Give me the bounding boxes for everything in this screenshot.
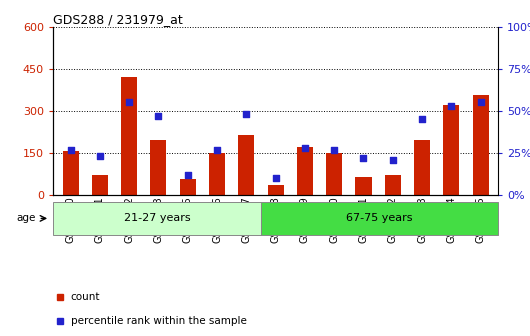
Bar bbox=[443, 105, 460, 195]
Point bbox=[66, 147, 75, 152]
Bar bbox=[238, 135, 254, 195]
Bar bbox=[121, 77, 137, 195]
Point bbox=[213, 147, 221, 152]
Point bbox=[418, 117, 426, 122]
Point bbox=[125, 100, 134, 105]
Bar bbox=[53, 202, 261, 235]
Bar bbox=[473, 95, 489, 195]
Bar bbox=[297, 147, 313, 195]
Bar bbox=[63, 152, 78, 195]
Bar bbox=[356, 177, 372, 195]
Bar bbox=[180, 179, 196, 195]
Point bbox=[183, 172, 192, 177]
Point bbox=[330, 147, 339, 152]
Point bbox=[388, 157, 397, 162]
Point bbox=[271, 175, 280, 181]
Point bbox=[95, 154, 104, 159]
Bar bbox=[92, 175, 108, 195]
Text: percentile rank within the sample: percentile rank within the sample bbox=[71, 316, 246, 326]
Text: age: age bbox=[16, 213, 36, 223]
Bar bbox=[326, 153, 342, 195]
Point bbox=[447, 103, 456, 109]
Point bbox=[242, 112, 251, 117]
Point bbox=[476, 100, 485, 105]
Bar bbox=[209, 153, 225, 195]
Bar bbox=[261, 202, 498, 235]
Point bbox=[359, 155, 368, 161]
Bar bbox=[268, 185, 284, 195]
Bar bbox=[151, 140, 166, 195]
Point bbox=[154, 113, 163, 119]
Text: count: count bbox=[71, 292, 100, 302]
Text: 21-27 years: 21-27 years bbox=[123, 213, 190, 223]
Point bbox=[301, 145, 309, 151]
Text: 67-75 years: 67-75 years bbox=[346, 213, 413, 223]
Text: GDS288 / 231979_at: GDS288 / 231979_at bbox=[53, 13, 183, 26]
Bar bbox=[414, 140, 430, 195]
Bar bbox=[385, 175, 401, 195]
